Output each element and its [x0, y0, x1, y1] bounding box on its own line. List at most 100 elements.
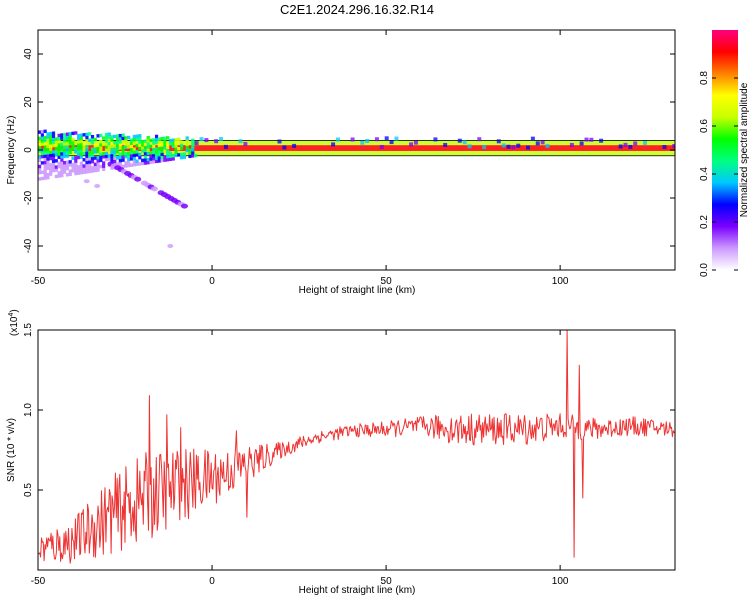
heatmap-cell — [121, 136, 125, 141]
heatmap-cell — [146, 151, 150, 155]
heatmap-cell — [171, 154, 175, 158]
heatmap-cell — [154, 137, 159, 142]
heatmap-cell — [335, 137, 340, 142]
heatmap-cell — [65, 132, 70, 136]
spectrogram-heatmap — [38, 129, 675, 248]
heatmap-cell — [185, 139, 189, 143]
heatmap-cell — [138, 137, 142, 141]
heatmap-cell — [160, 149, 164, 153]
heatmap-cell — [628, 144, 633, 149]
heatmap-cell — [71, 137, 75, 142]
heatmap-cell — [160, 155, 164, 160]
snr-ticks: -50 0 50 100 0.5 1.0 1.5 — [23, 323, 675, 587]
heatmap-cell — [54, 149, 58, 154]
heatmap-cell — [96, 134, 100, 138]
heatmap-cell — [46, 160, 50, 164]
heatmap-cell — [57, 143, 61, 147]
heatmap-cell — [433, 137, 438, 142]
heatmap-cell — [79, 170, 83, 175]
heatmap-cell — [93, 137, 97, 142]
heatmap-cell — [60, 145, 64, 150]
heatmap-cell — [127, 135, 131, 140]
heatmap-cell — [166, 154, 170, 159]
heatmap-cell — [642, 140, 647, 145]
heatmap-cell — [174, 138, 178, 142]
heatmap-cell — [88, 169, 92, 174]
heatmap-cell — [38, 130, 42, 134]
heatmap-cell — [146, 135, 150, 140]
heatmap-cell — [63, 132, 67, 137]
heatmap-cell — [118, 161, 122, 166]
heatmap-cell — [143, 148, 148, 153]
heatmap-cell — [104, 157, 109, 162]
heatmap-cell — [65, 173, 70, 177]
heatmap-cell — [135, 137, 139, 142]
heatmap-cell — [43, 176, 47, 180]
heatmap-cell — [46, 132, 50, 136]
heatmap-cell — [90, 169, 95, 173]
heatmap-cell — [141, 143, 145, 147]
heatmap-cell — [219, 137, 224, 142]
heatmap-cell — [57, 155, 61, 159]
heatmap-cell — [60, 158, 64, 162]
heatmap-cell — [63, 160, 67, 165]
heatmap-cell — [152, 153, 156, 158]
heatmap-cell — [107, 135, 111, 139]
heatmap-cell — [157, 149, 161, 154]
heatmap-cell — [157, 156, 161, 160]
heatmap-cell — [49, 144, 53, 148]
heatmap-cell — [118, 137, 122, 141]
heatmap-cell — [360, 140, 365, 145]
heatmap-cell — [413, 140, 418, 145]
heatmap-cell — [121, 158, 125, 162]
heatmap-cell — [93, 147, 97, 151]
heatmap-cell — [146, 160, 150, 165]
heatmap-cell — [171, 157, 175, 161]
heatmap-cell — [129, 138, 134, 142]
heatmap-cell — [124, 161, 128, 165]
heatmap-cell — [46, 157, 50, 161]
heatmap-cell — [85, 154, 89, 158]
heatmap-cell — [38, 142, 42, 147]
snr-y-tick-label: 1.0 — [23, 403, 34, 417]
heatmap-cell — [152, 160, 156, 164]
heatmap-cell — [110, 157, 114, 161]
snr-x-tick-label: 0 — [209, 576, 215, 587]
heatmap-cell — [163, 145, 167, 150]
heatmap-cell — [79, 139, 83, 144]
heatmap-cell — [243, 141, 248, 146]
heatmap-cell — [90, 150, 95, 154]
heatmap-cell — [40, 176, 44, 181]
heatmap-cell — [54, 152, 58, 157]
heatmap-cell — [90, 134, 95, 139]
heatmap-cell — [65, 166, 70, 171]
heatmap-cell — [46, 154, 50, 158]
heatmap-cell — [65, 151, 70, 155]
heatmap-cell — [177, 137, 181, 142]
heatmap-cell — [68, 141, 72, 145]
heatmap-cell — [102, 155, 106, 159]
heatmap-cell — [516, 143, 521, 148]
snr-y-axis-label: SNR (10 * v/v) — [6, 418, 17, 482]
heatmap-cell — [90, 153, 95, 158]
heatmap-cell — [457, 138, 462, 143]
spectrogram-x-axis-label: Height of straight line (km) — [299, 285, 416, 296]
heatmap-cell — [127, 163, 131, 168]
heatmap-dash — [83, 179, 90, 184]
heatmap-cell — [177, 153, 181, 157]
heatmap-cell — [166, 158, 170, 162]
colorbar-tick-label: 0.6 — [699, 119, 710, 133]
heatmap-cell — [157, 159, 161, 163]
heatmap-cell — [51, 150, 56, 154]
heatmap-cell — [188, 154, 192, 159]
heatmap-cell — [129, 141, 134, 146]
heatmap-cell — [113, 144, 117, 148]
heatmap-cell — [124, 139, 128, 143]
heatmap-cell — [51, 134, 56, 138]
heatmap-cell — [124, 136, 128, 140]
heatmap-cell — [43, 135, 47, 140]
heatmap-cell — [85, 148, 89, 152]
heatmap-cell — [96, 168, 100, 172]
heatmap-cell — [49, 141, 53, 145]
heatmap-cell — [76, 133, 81, 138]
